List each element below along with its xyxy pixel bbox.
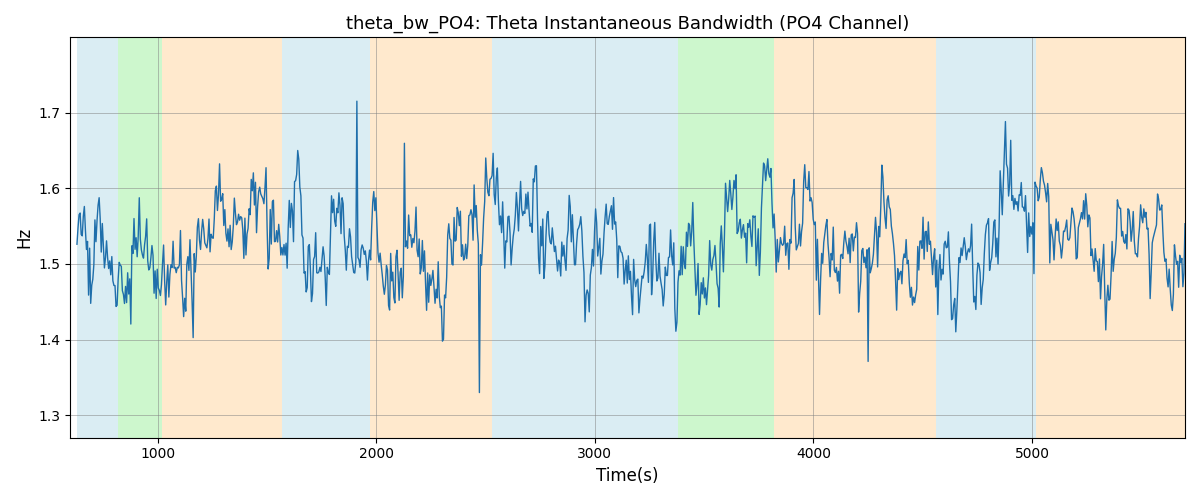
Bar xyxy=(77,38,119,438)
Bar xyxy=(282,38,370,438)
Bar xyxy=(936,38,1037,438)
Bar xyxy=(119,38,162,438)
Y-axis label: Hz: Hz xyxy=(14,227,32,248)
Bar xyxy=(1037,38,1186,438)
Bar xyxy=(162,38,282,438)
Bar xyxy=(370,38,492,438)
Bar xyxy=(617,38,678,438)
Bar xyxy=(774,38,936,438)
Bar xyxy=(678,38,774,438)
Bar xyxy=(492,38,617,438)
X-axis label: Time(s): Time(s) xyxy=(596,467,659,485)
Title: theta_bw_PO4: Theta Instantaneous Bandwidth (PO4 Channel): theta_bw_PO4: Theta Instantaneous Bandwi… xyxy=(346,15,910,34)
